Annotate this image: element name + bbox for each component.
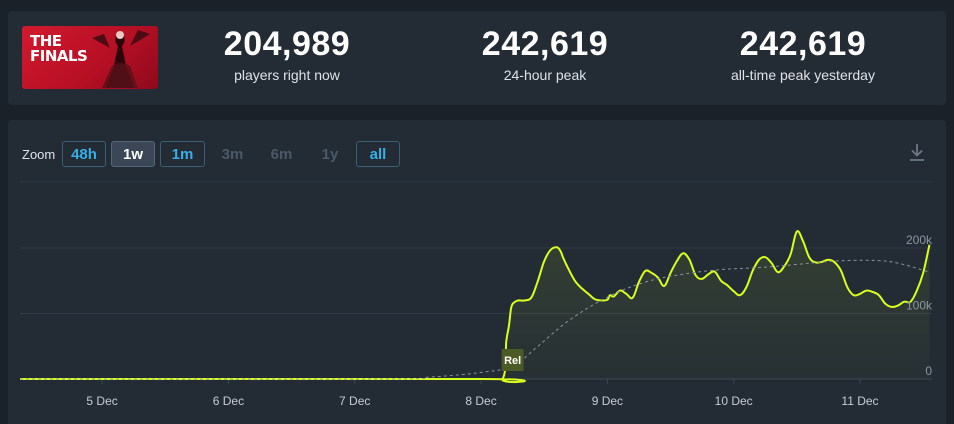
x-tick-label: 6 Dec	[213, 394, 244, 408]
x-tick-label: 7 Dec	[339, 394, 370, 408]
stats-panel	[8, 11, 946, 105]
stat-all-time-peak: 242,619 all-time peak yesterday	[703, 24, 903, 84]
all-time-peak-value: 242,619	[739, 25, 867, 63]
peak-24h-label: 24-hour peak	[503, 67, 587, 83]
all-time-peak-label: all-time peak yesterday	[731, 67, 875, 83]
logo-text: THE FINALS	[30, 32, 88, 65]
players-area-fill	[20, 231, 930, 383]
players-series-line	[19, 230, 931, 384]
stat-players-now: 204,989 players right now	[187, 24, 387, 84]
zoom-label: Zoom	[22, 147, 56, 162]
zoom-all-button[interactable]: all	[356, 141, 400, 167]
release-marker-label: Rel	[504, 355, 521, 367]
zoom-6m-button: 6m	[270, 146, 293, 163]
x-tick-label: 10 Dec	[715, 394, 753, 408]
y-tick-label: 0	[925, 364, 932, 378]
x-tick-label: 5 Dec	[86, 394, 117, 408]
zoom-1m-button[interactable]: 1m	[160, 141, 205, 167]
game-logo[interactable]: THE FINALS	[22, 26, 158, 89]
players-now-value: 204,989	[223, 25, 351, 63]
players-now-label: players right now	[234, 67, 340, 83]
zoom-48h-button[interactable]: 48h	[62, 141, 106, 167]
download-icon[interactable]	[908, 142, 926, 162]
y-tick-label: 200k	[906, 233, 933, 247]
zoom-1y-button: 1y	[321, 146, 339, 163]
peak-24h-value: 242,619	[481, 25, 609, 63]
zoom-3m-button: 3m	[221, 146, 244, 163]
y-tick-label: 100k	[906, 299, 933, 313]
x-tick-label: 9 Dec	[592, 394, 623, 408]
stat-24h-peak: 242,619 24-hour peak	[445, 24, 645, 84]
x-tick-label: 8 Dec	[465, 394, 496, 408]
x-tick-label: 11 Dec	[841, 394, 878, 408]
logo-figure	[92, 30, 150, 88]
release-marker[interactable]	[501, 349, 524, 371]
zoom-1w-button[interactable]: 1w	[111, 141, 155, 167]
